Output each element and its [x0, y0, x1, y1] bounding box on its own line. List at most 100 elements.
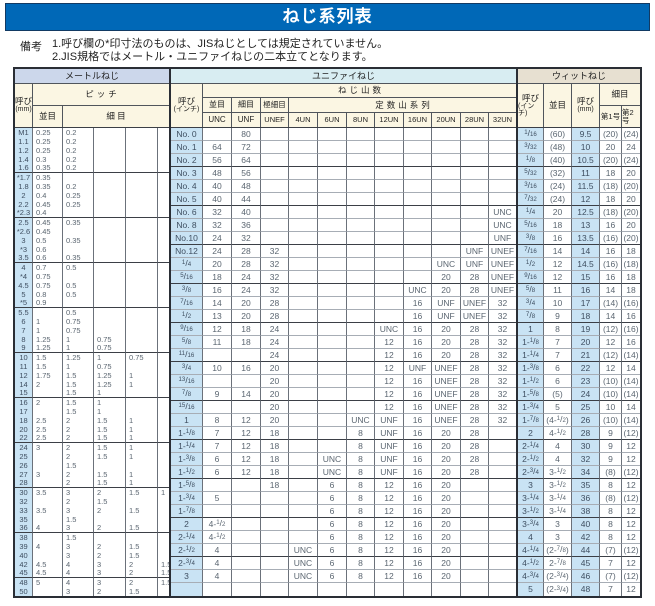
metric-cell — [94, 200, 126, 209]
metric-cell: 0.5 — [33, 236, 63, 245]
metric-cell — [33, 452, 63, 461]
metric-cell: 0.6 — [33, 254, 63, 263]
metric-size-cell: *1.7 — [15, 173, 33, 182]
unified-cell — [461, 180, 489, 193]
unified-cell: UNF — [375, 453, 404, 466]
whitworth-cell: 24 — [622, 141, 640, 154]
unified-cell — [261, 518, 289, 531]
unified-cell: UNC — [347, 414, 375, 427]
metric-cell — [158, 164, 169, 173]
unified-cell — [461, 141, 489, 154]
whitworth-cell: 16 — [622, 310, 640, 323]
whitworth-size-cell: 36 — [572, 492, 600, 505]
metric-cell — [158, 191, 169, 200]
metric-cell: 5 — [33, 578, 63, 587]
metric-cell: 1.5 — [63, 407, 94, 416]
whitworth-size-cell: 3- 1/2 — [518, 505, 544, 518]
metric-cell — [158, 218, 169, 227]
whitworth-size-cell: 1/16 — [518, 128, 544, 141]
metric-size-cell: 1.4 — [15, 155, 33, 164]
unified-cell: 8 — [347, 570, 375, 583]
unified-cell: 16 — [404, 349, 432, 362]
whitworth-size-cell: 17 — [572, 297, 600, 310]
metric-cell — [33, 389, 63, 398]
metric-fine-header: 細 目 — [106, 111, 126, 122]
whitworth-cell: 3 — [544, 518, 572, 531]
metric-cell: 4 — [63, 578, 94, 587]
unified-cell — [289, 349, 318, 362]
metric-size-cell: 30 — [15, 488, 33, 497]
metric-cell: 0.75 — [94, 344, 126, 353]
whitworth-cell: 12 — [622, 518, 640, 531]
unified-cell: 24 — [261, 323, 289, 336]
unified-cell — [375, 154, 404, 167]
metric-cell — [158, 515, 169, 524]
unified-cell: 44 — [232, 193, 261, 206]
whitworth-size-cell: 14 — [572, 245, 600, 258]
unified-cell: 6 — [318, 557, 347, 570]
whitworth-cell: (40) — [544, 154, 572, 167]
metric-cell: 3 — [94, 560, 126, 569]
unified-cell — [432, 154, 461, 167]
metric-cell — [63, 272, 94, 281]
whitworth-cell: (16) — [600, 232, 622, 245]
unified-cell — [232, 349, 261, 362]
unified-cell — [289, 414, 318, 427]
metric-cell: 0.2 — [63, 128, 94, 137]
unified-cell — [489, 193, 516, 206]
metric-cell — [126, 497, 158, 506]
unified-cell — [375, 232, 404, 245]
unified-coarse-header: 並目 — [203, 98, 232, 113]
whitworth-size-cell: 24 — [572, 388, 600, 401]
unified-cell: 12 — [375, 505, 404, 518]
unified-size-cell: No.12 — [171, 245, 203, 258]
unified-cell: UNF — [489, 232, 516, 245]
metric-cell — [158, 371, 169, 380]
unified-cell — [261, 206, 289, 219]
unified-cell — [347, 583, 375, 596]
unified-cell — [461, 232, 489, 245]
unified-cell: 32 — [489, 349, 516, 362]
whitworth-size-cell: 35 — [572, 479, 600, 492]
metric-cell: 2 — [33, 380, 63, 389]
whitworth-size-cell: 7/16 — [518, 245, 544, 258]
unified-cell — [347, 206, 375, 219]
metric-cell — [126, 326, 158, 335]
unified-cell: UNC — [318, 466, 347, 479]
unified-cell — [347, 375, 375, 388]
unified-cell — [461, 570, 489, 583]
unified-size-cell: 2 — [171, 518, 203, 531]
whitworth-size-inch-header: 呼び (インチ) — [518, 84, 544, 127]
metric-size-cell: *5 — [15, 299, 33, 308]
metric-cell — [94, 182, 126, 191]
metric-cell — [158, 425, 169, 434]
unified-cell: 12 — [203, 323, 232, 336]
metric-cell — [33, 461, 63, 470]
whitworth-size-cell: 3/16 — [518, 180, 544, 193]
unified-cell — [289, 193, 318, 206]
unified-cell — [375, 128, 404, 141]
unified-cell — [318, 271, 347, 284]
metric-size-cell: 3 — [15, 236, 33, 245]
unified-cell — [289, 219, 318, 232]
unified-cell: 28 — [461, 271, 489, 284]
unified-cell: UNEF — [489, 284, 516, 297]
unified-cell: 16 — [404, 492, 432, 505]
unified-cell — [489, 154, 516, 167]
metric-cell — [126, 515, 158, 524]
whitworth-cell: 14 — [622, 401, 640, 414]
metric-cell — [94, 461, 126, 470]
unified-cell — [489, 570, 516, 583]
whitworth-size-cell: 4 — [518, 531, 544, 544]
metric-cell — [94, 326, 126, 335]
unified-cell: 18 — [203, 271, 232, 284]
whitworth-section-title: ウィットねじ — [518, 69, 640, 84]
whitworth-cell: 12 — [626, 584, 636, 595]
unified-size-cell: 13/16 — [171, 375, 203, 388]
metric-cell — [158, 317, 169, 326]
unified-cell — [489, 427, 516, 440]
metric-cell — [158, 344, 169, 353]
unified-cell — [289, 375, 318, 388]
unified-cell — [289, 323, 318, 336]
whitworth-cell: (14) — [622, 349, 640, 362]
